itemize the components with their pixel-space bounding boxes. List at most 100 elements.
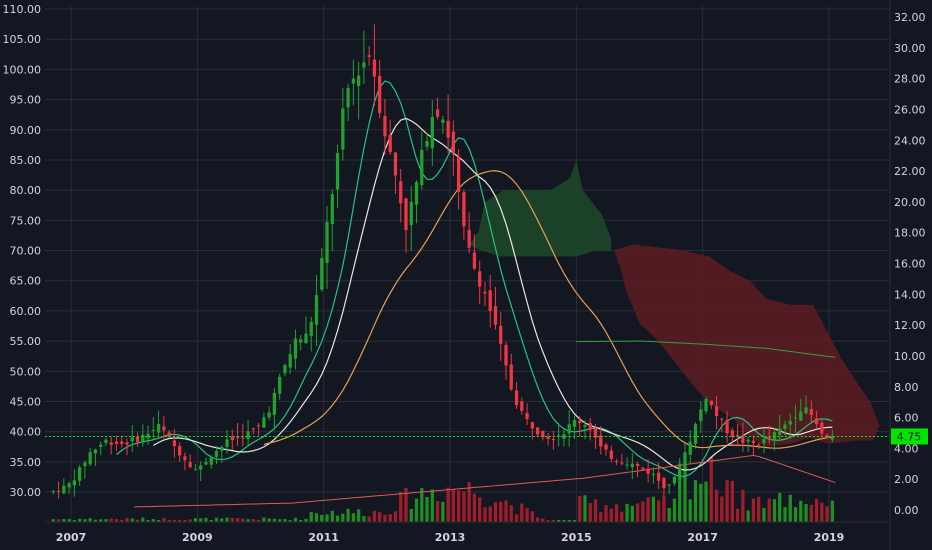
volume-bar <box>309 512 313 522</box>
volume-bar <box>478 497 482 522</box>
volume-bar <box>793 507 798 522</box>
candle-body <box>662 477 666 489</box>
candle-body <box>514 390 519 406</box>
candle-body <box>667 484 671 486</box>
candle-body <box>525 412 529 420</box>
volume-bar <box>757 496 761 522</box>
candle-body <box>699 409 703 421</box>
volume-bar <box>683 466 687 522</box>
candle-body <box>704 398 708 412</box>
volume-bar <box>820 502 824 522</box>
volume-bar <box>451 489 456 522</box>
volume-bar <box>625 503 629 522</box>
volume-bar <box>578 495 582 522</box>
volume-bar <box>409 509 413 522</box>
ma-fast-line <box>116 80 833 478</box>
volume-bar <box>256 519 261 522</box>
candle-body <box>451 131 456 153</box>
candle-body <box>551 438 556 440</box>
volume-bar <box>662 495 666 522</box>
volume-bar <box>499 501 503 522</box>
volume-bar <box>462 491 466 522</box>
left-tick-label: 35.00 <box>10 456 42 469</box>
candle-body <box>714 406 719 417</box>
x-tick-label: 2019 <box>814 531 845 544</box>
candle-body <box>325 221 329 263</box>
candle-body <box>762 439 766 444</box>
candle-body <box>546 436 550 439</box>
volume-bar <box>88 518 92 522</box>
candle-body <box>256 425 261 427</box>
volume-bar <box>709 456 713 522</box>
candle-body <box>309 321 313 336</box>
candle-body <box>814 418 819 425</box>
volume-bar <box>130 518 134 522</box>
volume-bar <box>188 519 192 522</box>
volume-bar <box>193 518 198 522</box>
candle-body <box>625 464 629 466</box>
candle-body <box>472 252 477 269</box>
candle-body <box>109 442 113 445</box>
volume-bar <box>751 498 756 522</box>
candle-body <box>346 87 350 108</box>
candle-body <box>72 480 77 486</box>
volume-bar <box>599 512 603 522</box>
volume-bar <box>457 490 461 522</box>
volume-bar <box>72 520 77 522</box>
candle-body <box>530 422 534 429</box>
candle-body <box>672 476 677 484</box>
volume-bar <box>335 515 340 522</box>
candle-body <box>204 462 208 465</box>
volume-bar <box>783 507 787 522</box>
candle-body <box>99 444 103 447</box>
candle-body <box>720 418 724 420</box>
right-tick-label: 12.00 <box>894 319 926 332</box>
candle-body <box>78 467 82 481</box>
volume-bar <box>372 510 377 522</box>
volume-bar <box>788 494 792 522</box>
volume-bar <box>125 517 129 522</box>
right-tick-label: 18.00 <box>894 227 926 240</box>
candle-body <box>214 450 219 457</box>
ma-red-line <box>134 454 836 508</box>
candle-body <box>93 449 98 454</box>
volume-bar <box>493 502 498 522</box>
volume-bar <box>714 489 719 522</box>
candle-body <box>188 462 192 468</box>
ma-long-line <box>576 340 836 358</box>
candle-body <box>409 201 413 226</box>
right-price-axis: 32.00 30.00 28.00 26.00 24.00 22.00 20.00 18.00… <box>889 0 926 550</box>
left-tick-label: 30.00 <box>10 486 42 499</box>
volume-bar <box>383 514 387 522</box>
right-tick-label: 26.00 <box>894 103 926 116</box>
volume-bar <box>741 489 745 522</box>
left-tick-label: 85.00 <box>10 154 42 167</box>
candle-body <box>199 465 203 470</box>
candle-body <box>651 474 656 476</box>
candle-body <box>446 120 450 138</box>
candle-body <box>367 55 371 57</box>
volume-bar <box>814 499 819 522</box>
candle-body <box>272 392 277 415</box>
volume-bar <box>230 518 234 522</box>
volume-bar <box>630 505 634 522</box>
right-tick-label: 32.00 <box>894 11 926 24</box>
candle-body <box>56 491 61 493</box>
volume-bar <box>641 501 645 522</box>
candle-body <box>156 423 161 433</box>
volume-bar <box>525 508 529 522</box>
candle-body <box>378 75 382 113</box>
volume-bar <box>114 519 119 522</box>
volume-bar <box>183 520 187 522</box>
volume-bar <box>209 520 213 522</box>
candle-body <box>183 456 187 461</box>
candle-body <box>314 295 319 325</box>
candle-body <box>478 271 482 287</box>
left-price-axis: 110.00 105.00 100.00 95.00 90.00 85.00 80.00 75… <box>3 3 42 499</box>
candle-body <box>614 461 619 463</box>
candle-body <box>688 441 692 455</box>
volume-bar <box>657 500 661 522</box>
candle-body <box>583 425 587 427</box>
candle-body <box>730 430 734 438</box>
right-tick-label: 16.00 <box>894 258 926 271</box>
